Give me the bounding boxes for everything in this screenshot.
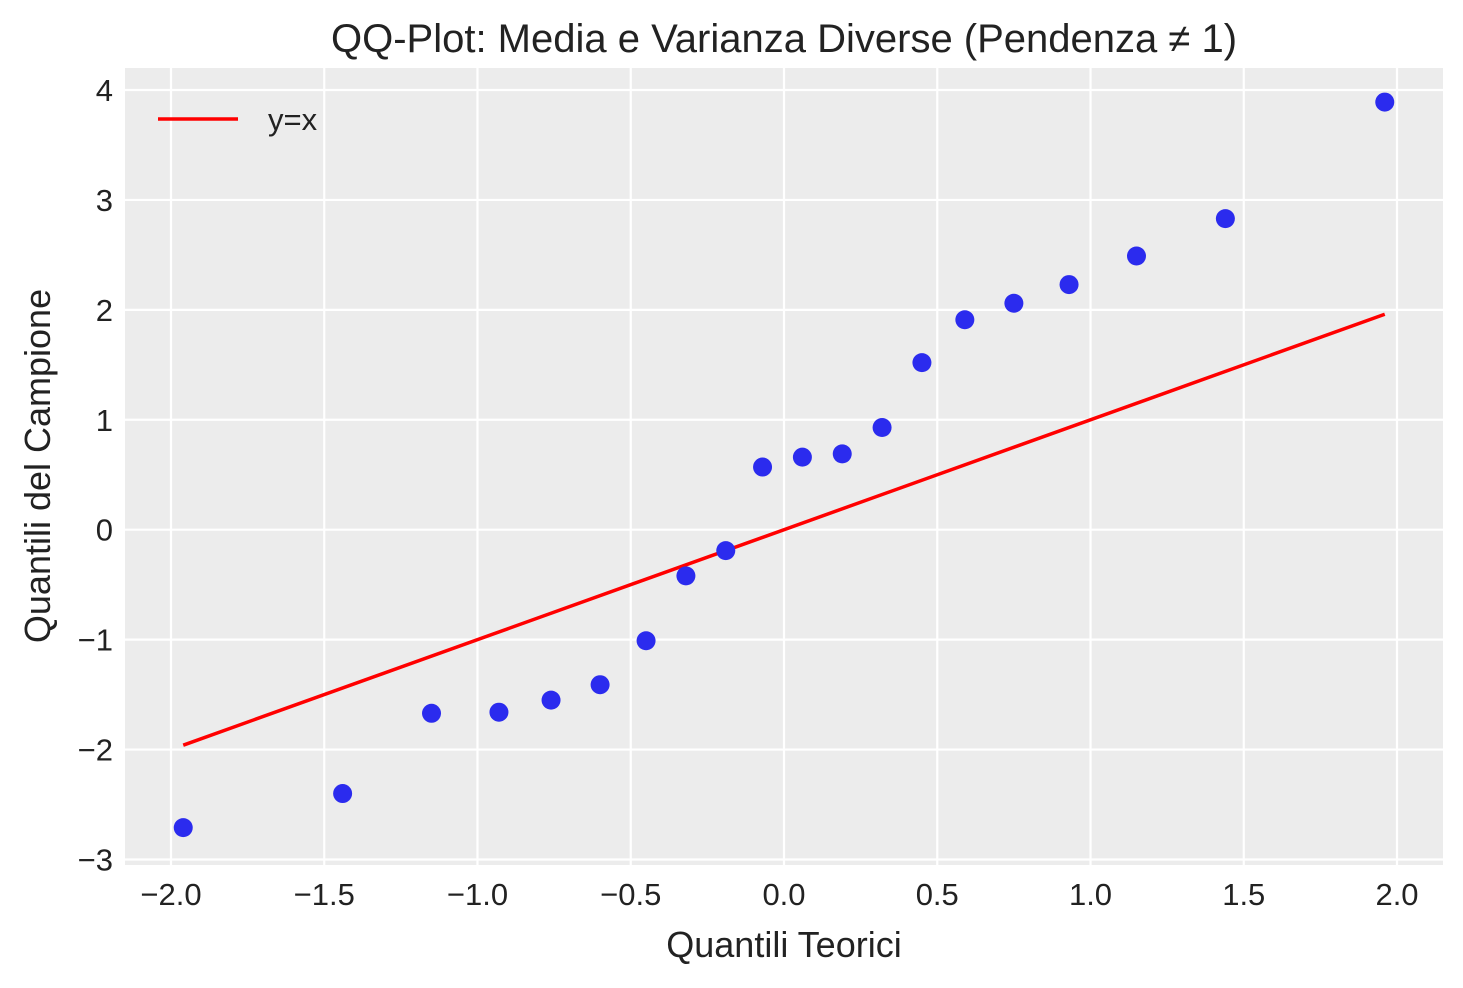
scatter-point (489, 702, 509, 722)
y-tick-label: 3 (96, 183, 113, 218)
scatter-point (1126, 246, 1146, 266)
scatter-points-layer (173, 92, 1395, 838)
x-tick-label: 1.5 (1222, 877, 1265, 912)
scatter-point (716, 541, 736, 561)
grid-lines (125, 68, 1443, 865)
legend: y=x (158, 102, 318, 137)
x-tick-label: −1.0 (447, 877, 508, 912)
y-tick-label: −1 (78, 623, 113, 658)
x-tick-label: 0.0 (762, 877, 805, 912)
y-tick-label: −3 (78, 843, 113, 878)
y-tick-label: 4 (96, 73, 113, 108)
scatter-point (872, 417, 892, 437)
scatter-point (912, 353, 932, 373)
scatter-point (422, 703, 442, 723)
scatter-point (1004, 293, 1024, 313)
scatter-point (1059, 275, 1079, 295)
scatter-point (636, 631, 656, 651)
y-tick-label: 1 (96, 403, 113, 438)
x-tick-label: 0.5 (916, 877, 959, 912)
reference-line-layer (182, 312, 1386, 747)
scatter-point (1375, 92, 1395, 112)
scatter-point (676, 566, 696, 586)
y-tick-label: 0 (96, 513, 113, 548)
x-tick-label: −2.0 (140, 877, 201, 912)
y-axis-label: Quantili del Campione (17, 289, 58, 643)
x-axis-label: Quantili Teorici (666, 924, 901, 965)
legend-label: y=x (268, 102, 318, 137)
x-tick-label: −1.5 (294, 877, 355, 912)
scatter-point (541, 690, 561, 710)
reference-line-y-equals-x (182, 312, 1386, 747)
x-tick-label: 2.0 (1375, 877, 1418, 912)
scatter-point (832, 444, 852, 464)
tick-labels: −2.0 −1.5 −1.0 −0.5 0.0 0.5 1.0 1.5 2.0 −3 −2 −1 0 1 2… (78, 73, 1419, 912)
scatter-point (1215, 209, 1235, 229)
y-tick-label: 2 (96, 293, 113, 328)
x-tick-label: 1.0 (1069, 877, 1112, 912)
scatter-point (333, 784, 353, 804)
chart-title: QQ-Plot: Media e Varianza Diverse (Pende… (331, 17, 1237, 61)
scatter-point (955, 310, 975, 330)
scatter-point (590, 675, 610, 695)
scatter-point (173, 818, 193, 838)
x-tick-label: −0.5 (600, 877, 661, 912)
scatter-point (792, 447, 812, 467)
y-tick-label: −2 (78, 733, 113, 768)
scatter-point (753, 457, 773, 477)
